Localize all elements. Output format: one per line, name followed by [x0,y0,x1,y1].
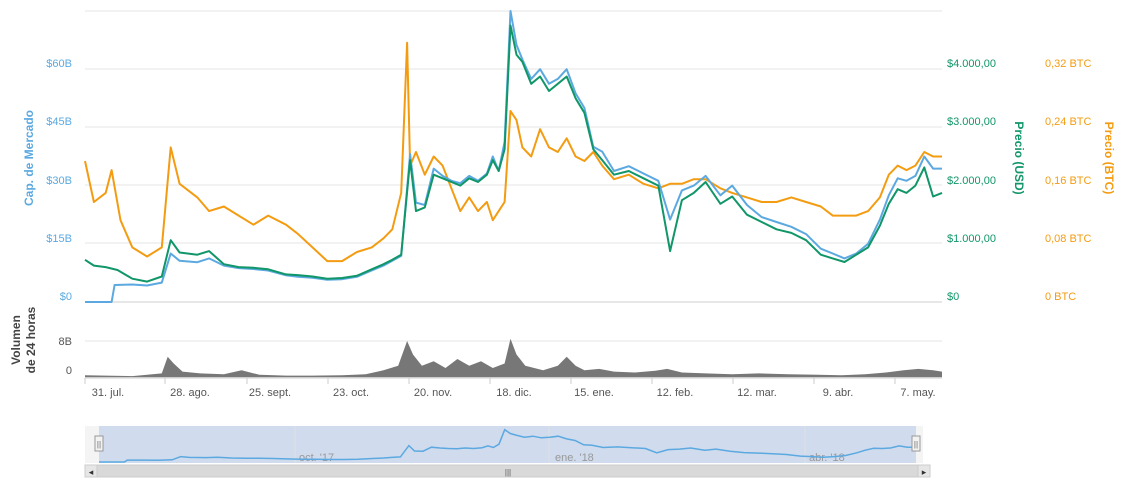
market-cap-tick: $60B [46,58,72,70]
usd-axis-title: Precio (USD) [1012,121,1026,194]
left-handle-grip: || [97,440,101,449]
market-cap-tick: $0 [60,291,72,303]
usd-axis: $0 $1.000,00 $2.000,00 $3.000,00 $4.000,… [947,58,996,303]
x-axis: 31. jul. 28. ago. 25. sept. 23. oct. 20.… [92,387,936,399]
navigator-series [99,428,916,463]
scroll-left-button[interactable] [84,464,98,478]
btc-tick: 0,16 BTC [1045,175,1092,187]
x-tick: 18. dic. [496,387,531,399]
btc-tick: 0,32 BTC [1045,58,1092,70]
scroll-right-arrow-icon: ▸ [922,467,927,477]
btc-tick: 0 BTC [1045,291,1076,303]
usd-tick: $2.000,00 [947,175,996,187]
market-cap-tick: $45B [46,116,72,128]
navigator-label: abr. '18 [809,452,845,464]
x-tick: 9. abr. [823,387,854,399]
navigator-label: oct. '17 [299,452,334,464]
btc-axis: 0 BTC 0,08 BTC 0,16 BTC 0,24 BTC 0,32 BT… [1045,58,1092,303]
volume-title-line1: Volumen [9,315,23,365]
scroll-right-button[interactable] [917,464,931,478]
x-tick: 31. jul. [92,387,124,399]
btc-axis-title: Precio (BTC) [1102,122,1116,195]
volume-tick: 0 [66,365,72,377]
x-tick: 28. ago. [170,387,210,399]
series-line [85,10,942,303]
market-cap-axis-title: Cap. de Mercado [22,110,36,206]
volume-area [85,338,942,377]
gridlines [85,10,942,378]
volume-axis-title: Volumen de 24 horas [9,306,38,373]
market-cap-tick: $15B [46,233,72,245]
usd-tick: $4.000,00 [947,58,996,70]
btc-tick: 0,24 BTC [1045,116,1092,128]
series-line [84,41,942,263]
x-tick: 12. feb. [657,387,694,399]
x-tick: 12. mar. [737,387,777,399]
volume-title-line2: de 24 horas [24,306,38,373]
btc-tick: 0,08 BTC [1045,233,1092,245]
navigator-label: ene. '18 [555,452,594,464]
navigator-right-handle[interactable] [911,435,921,452]
x-tick: 7. may. [900,387,935,399]
series-line [84,24,943,283]
scroll-grip-icon: ||| [505,468,511,477]
x-tick: 20. nov. [414,387,452,399]
volume-axis: 8B 0 [59,336,72,377]
price-series [84,10,943,303]
market-cap-tick: $30B [46,175,72,187]
navigator[interactable]: oct. '17 ene. '18 abr. '18 || || [85,426,923,464]
usd-tick: $1.000,00 [947,233,996,245]
volume-tick: 8B [59,336,72,348]
usd-tick: $3.000,00 [947,116,996,128]
x-tick-marks [84,378,896,384]
usd-tick: $0 [947,291,959,303]
navigator-line [99,428,916,463]
x-tick: 23. oct. [333,387,369,399]
scroll-left-arrow-icon: ◂ [89,467,94,477]
right-handle-grip: || [914,440,918,449]
x-tick: 15. ene. [574,387,614,399]
navigator-left-handle[interactable] [94,435,104,452]
volume-bars [85,338,942,377]
x-tick: 25. sept. [249,387,291,399]
scrollbar[interactable]: ◂ ▸ ||| [84,464,931,478]
market-cap-axis: $0 $15B $30B $45B $60B [46,58,72,303]
